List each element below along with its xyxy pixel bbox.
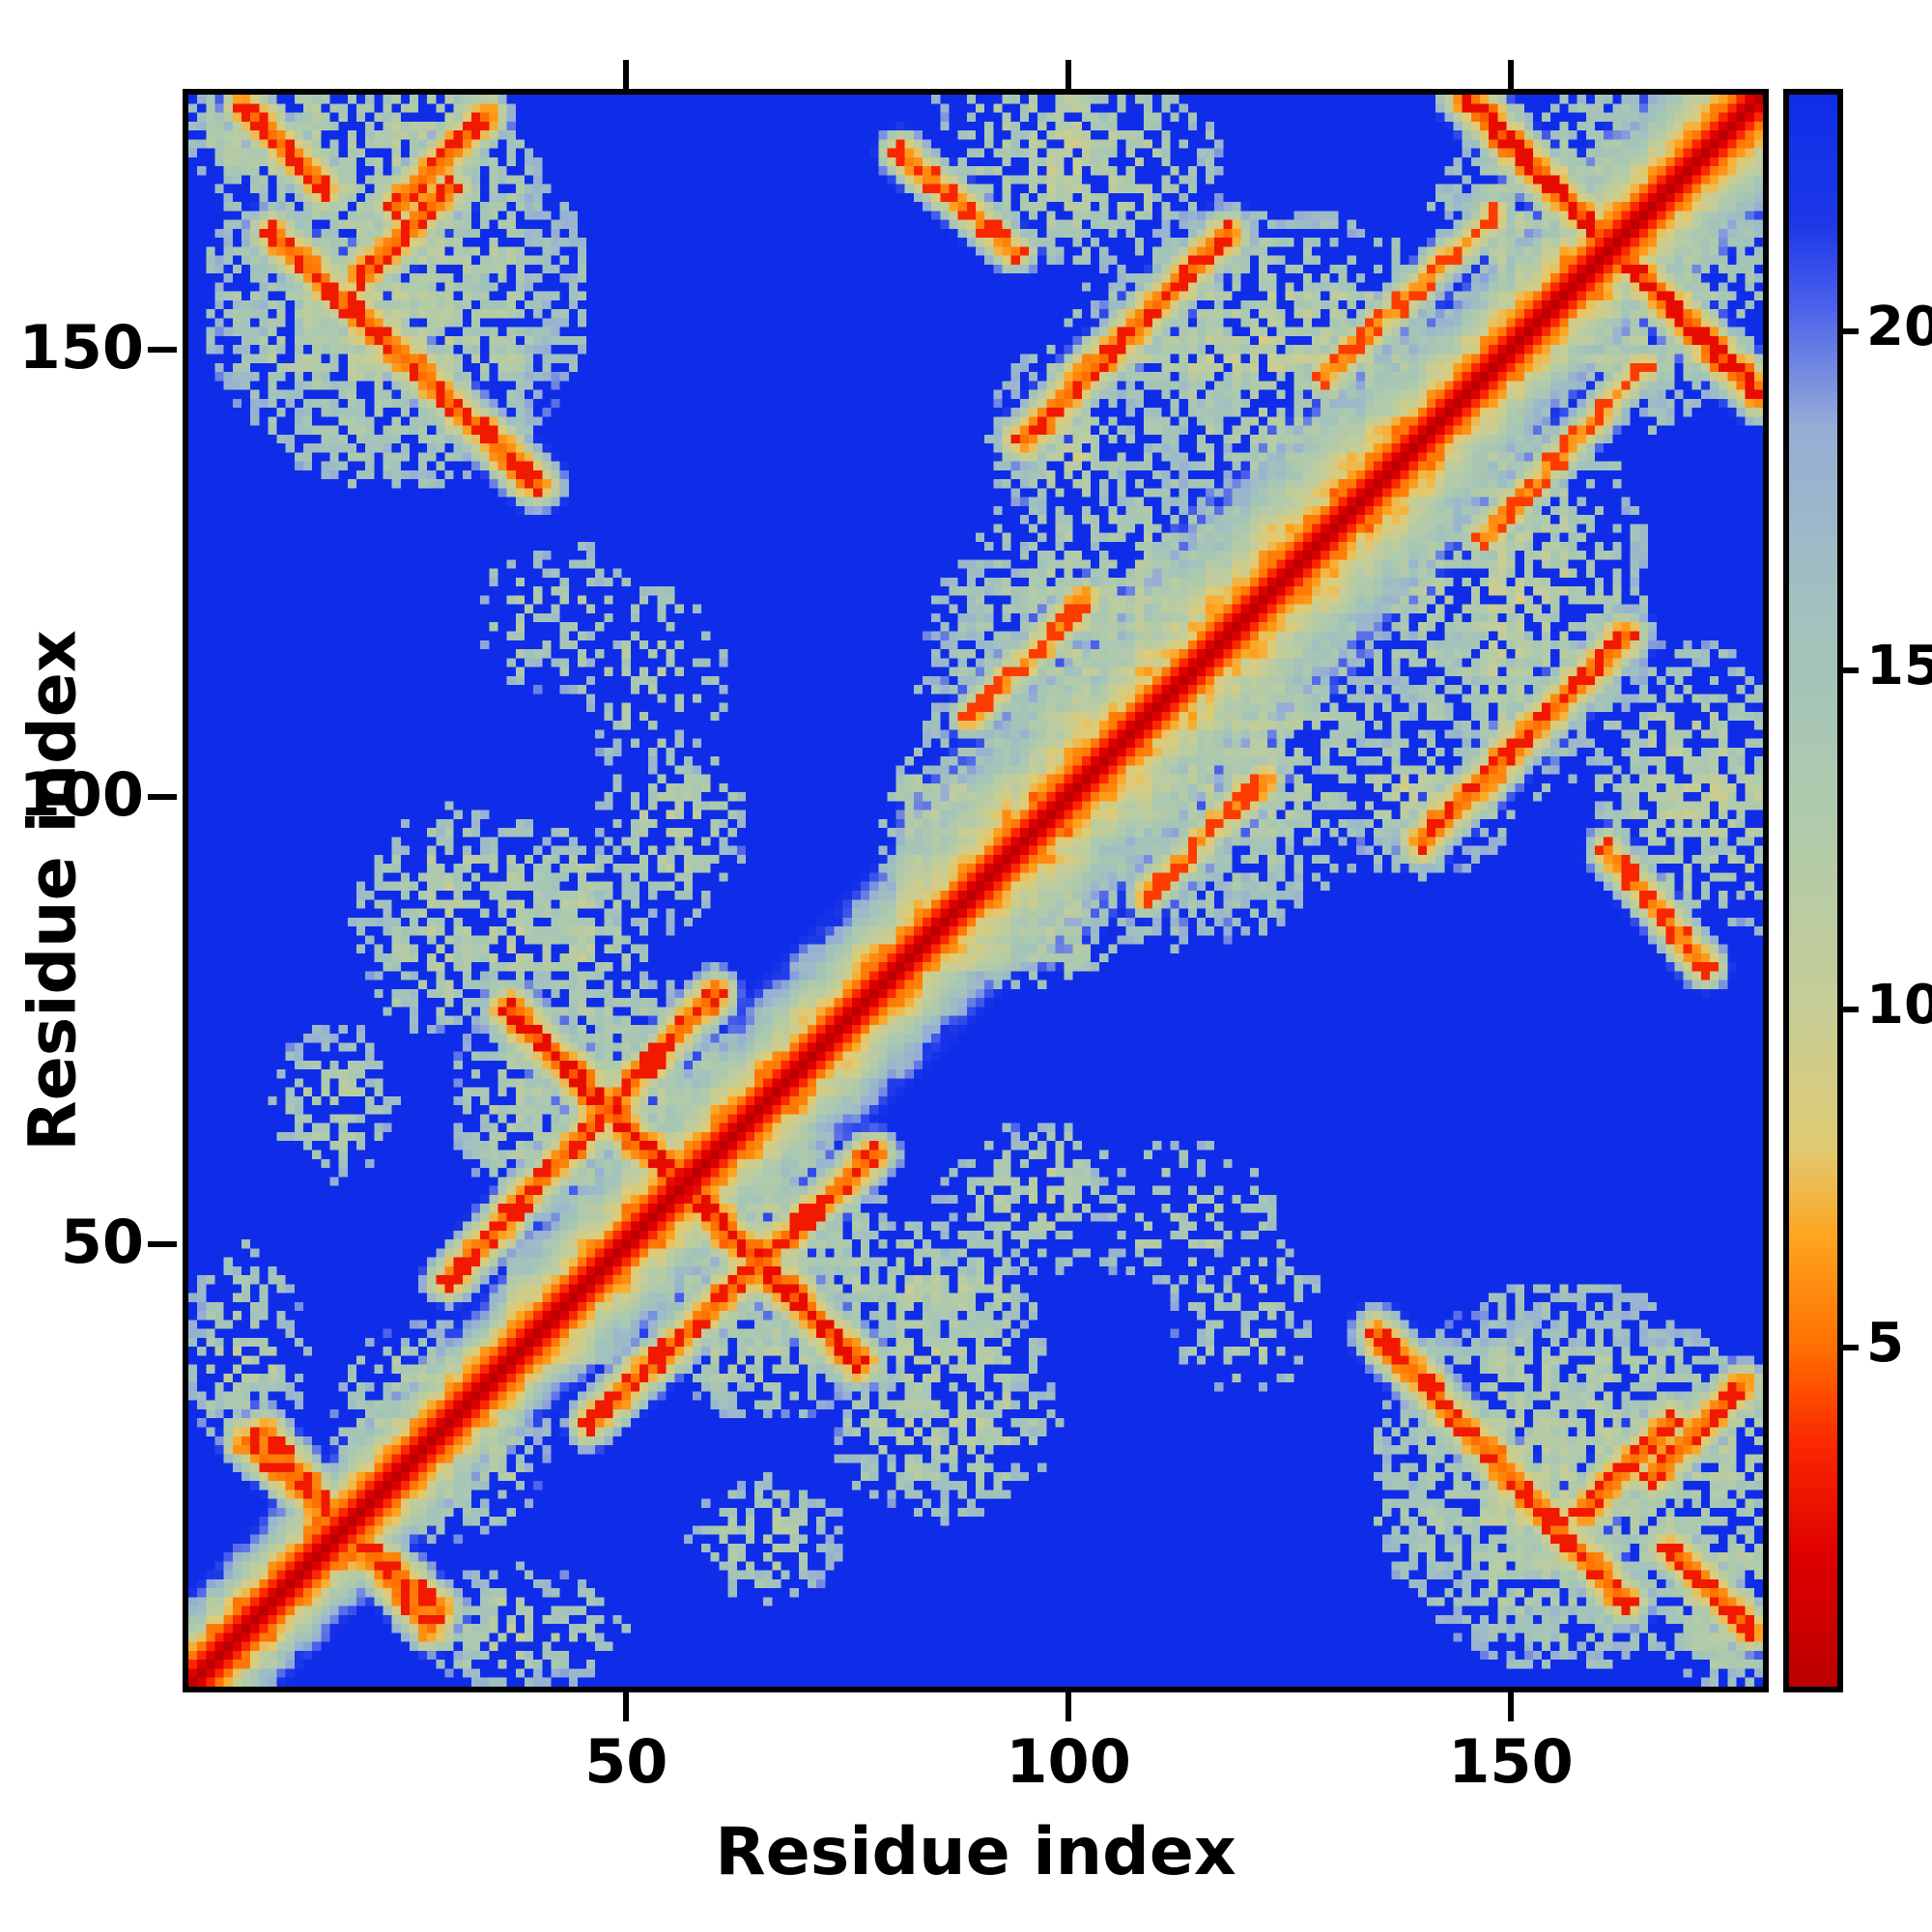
colorbar-tick-label: 10 (1866, 973, 1932, 1037)
x-tick-mark-top (1508, 60, 1515, 89)
colorbar-tick-mark (1843, 668, 1859, 674)
y-tick-mark (148, 346, 177, 353)
x-tick-mark (1508, 1692, 1515, 1721)
x-tick-mark-top (1065, 60, 1072, 89)
y-tick-label: 50 (60, 1206, 144, 1277)
colorbar-tick-label: 5 (1866, 1312, 1904, 1376)
heatmap-frame (183, 89, 1769, 1692)
x-tick-label: 100 (1006, 1726, 1131, 1797)
y-axis-label: Residue index (14, 630, 92, 1151)
x-tick-label: 150 (1448, 1726, 1574, 1797)
x-tick-mark (623, 1692, 630, 1721)
colorbar-tick-mark (1843, 1006, 1859, 1012)
colorbar-gradient (1789, 95, 1837, 1687)
x-tick-mark-top (623, 60, 630, 89)
x-tick-label: 50 (584, 1726, 668, 1797)
y-tick-label: 150 (18, 311, 144, 383)
y-tick-label: 100 (18, 758, 144, 830)
x-tick-mark (1065, 1692, 1072, 1721)
colorbar-tick-label: 20 (1866, 296, 1932, 359)
x-axis-label: Residue index (715, 1814, 1236, 1890)
colorbar-tick-mark (1843, 328, 1859, 335)
heatmap-canvas (188, 95, 1763, 1687)
y-tick-mark (148, 1240, 177, 1247)
colorbar-tick-mark (1843, 1345, 1859, 1351)
colorbar-tick-label: 15 (1866, 635, 1932, 698)
y-tick-mark (148, 793, 177, 800)
colorbar (1783, 89, 1843, 1692)
